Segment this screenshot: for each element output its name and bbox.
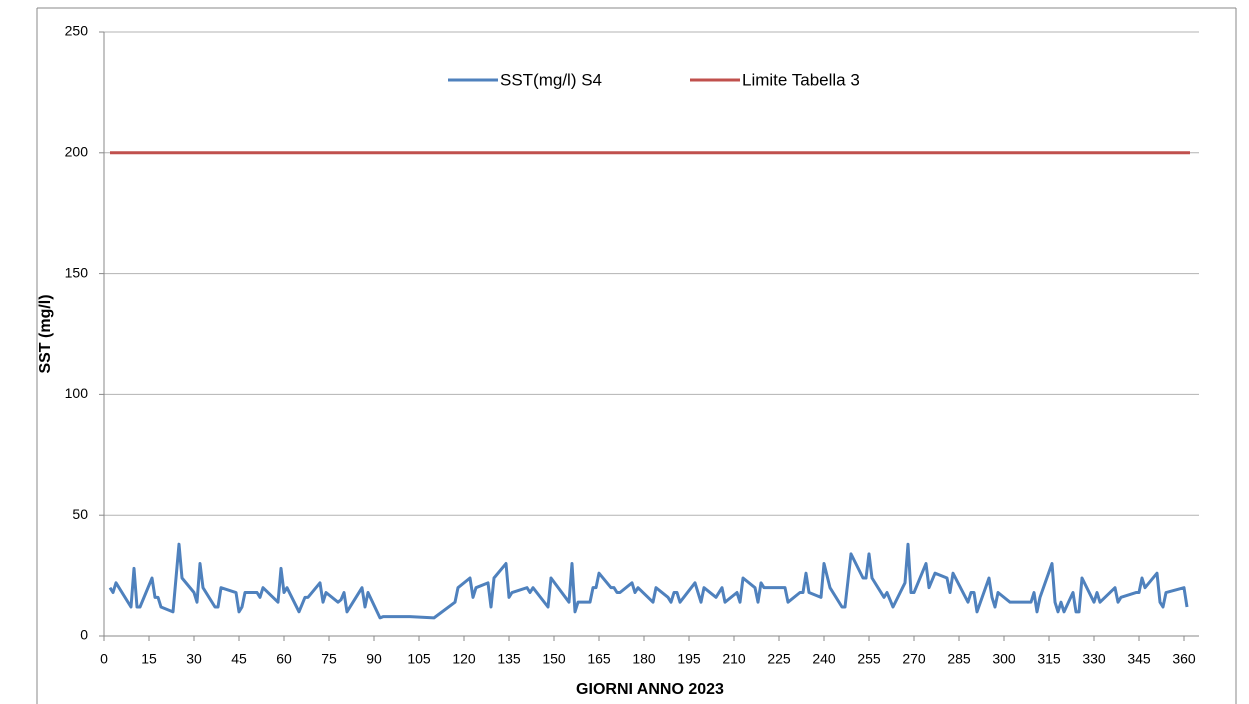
x-tick-label: 150: [542, 651, 566, 667]
y-tick-label: 0: [80, 627, 88, 643]
x-tick-label: 75: [321, 651, 337, 667]
x-tick-label: 270: [902, 651, 926, 667]
x-tick-label: 300: [992, 651, 1016, 667]
x-tick-label: 360: [1172, 651, 1196, 667]
x-axis-title: GIORNI ANNO 2023: [576, 681, 724, 698]
x-tick-label: 255: [857, 651, 881, 667]
x-tick-label: 120: [452, 651, 476, 667]
x-tick-label: 135: [497, 651, 521, 667]
x-tick-label: 210: [722, 651, 746, 667]
x-tick-label: 330: [1082, 651, 1106, 667]
x-tick-label: 90: [366, 651, 382, 667]
x-tick-label: 225: [767, 651, 791, 667]
y-tick-label: 150: [65, 264, 89, 280]
legend-label: Limite Tabella 3: [742, 70, 860, 89]
y-tick-label: 50: [72, 506, 88, 522]
data-line: [108, 542, 1189, 620]
x-tick-label: 165: [587, 651, 611, 667]
x-tick-label: 15: [141, 651, 157, 667]
y-tick-label: 100: [65, 385, 89, 401]
x-tick-label: 0: [100, 651, 108, 667]
x-tick-label: 285: [947, 651, 971, 667]
legend-label: SST(mg/l) S4: [500, 70, 602, 89]
x-tick-label: 30: [186, 651, 202, 667]
x-tick-label: 240: [812, 651, 836, 667]
x-tick-label: 105: [407, 651, 431, 667]
x-tick-label: 180: [632, 651, 656, 667]
x-tick-label: 345: [1127, 651, 1151, 667]
x-tick-label: 315: [1037, 651, 1061, 667]
y-axis-title: SST (mg/l): [37, 294, 54, 373]
x-tick-label: 45: [231, 651, 247, 667]
x-tick-label: 195: [677, 651, 701, 667]
y-tick-label: 250: [65, 23, 89, 39]
y-tick-label: 200: [65, 144, 89, 160]
x-tick-label: 60: [276, 651, 292, 667]
